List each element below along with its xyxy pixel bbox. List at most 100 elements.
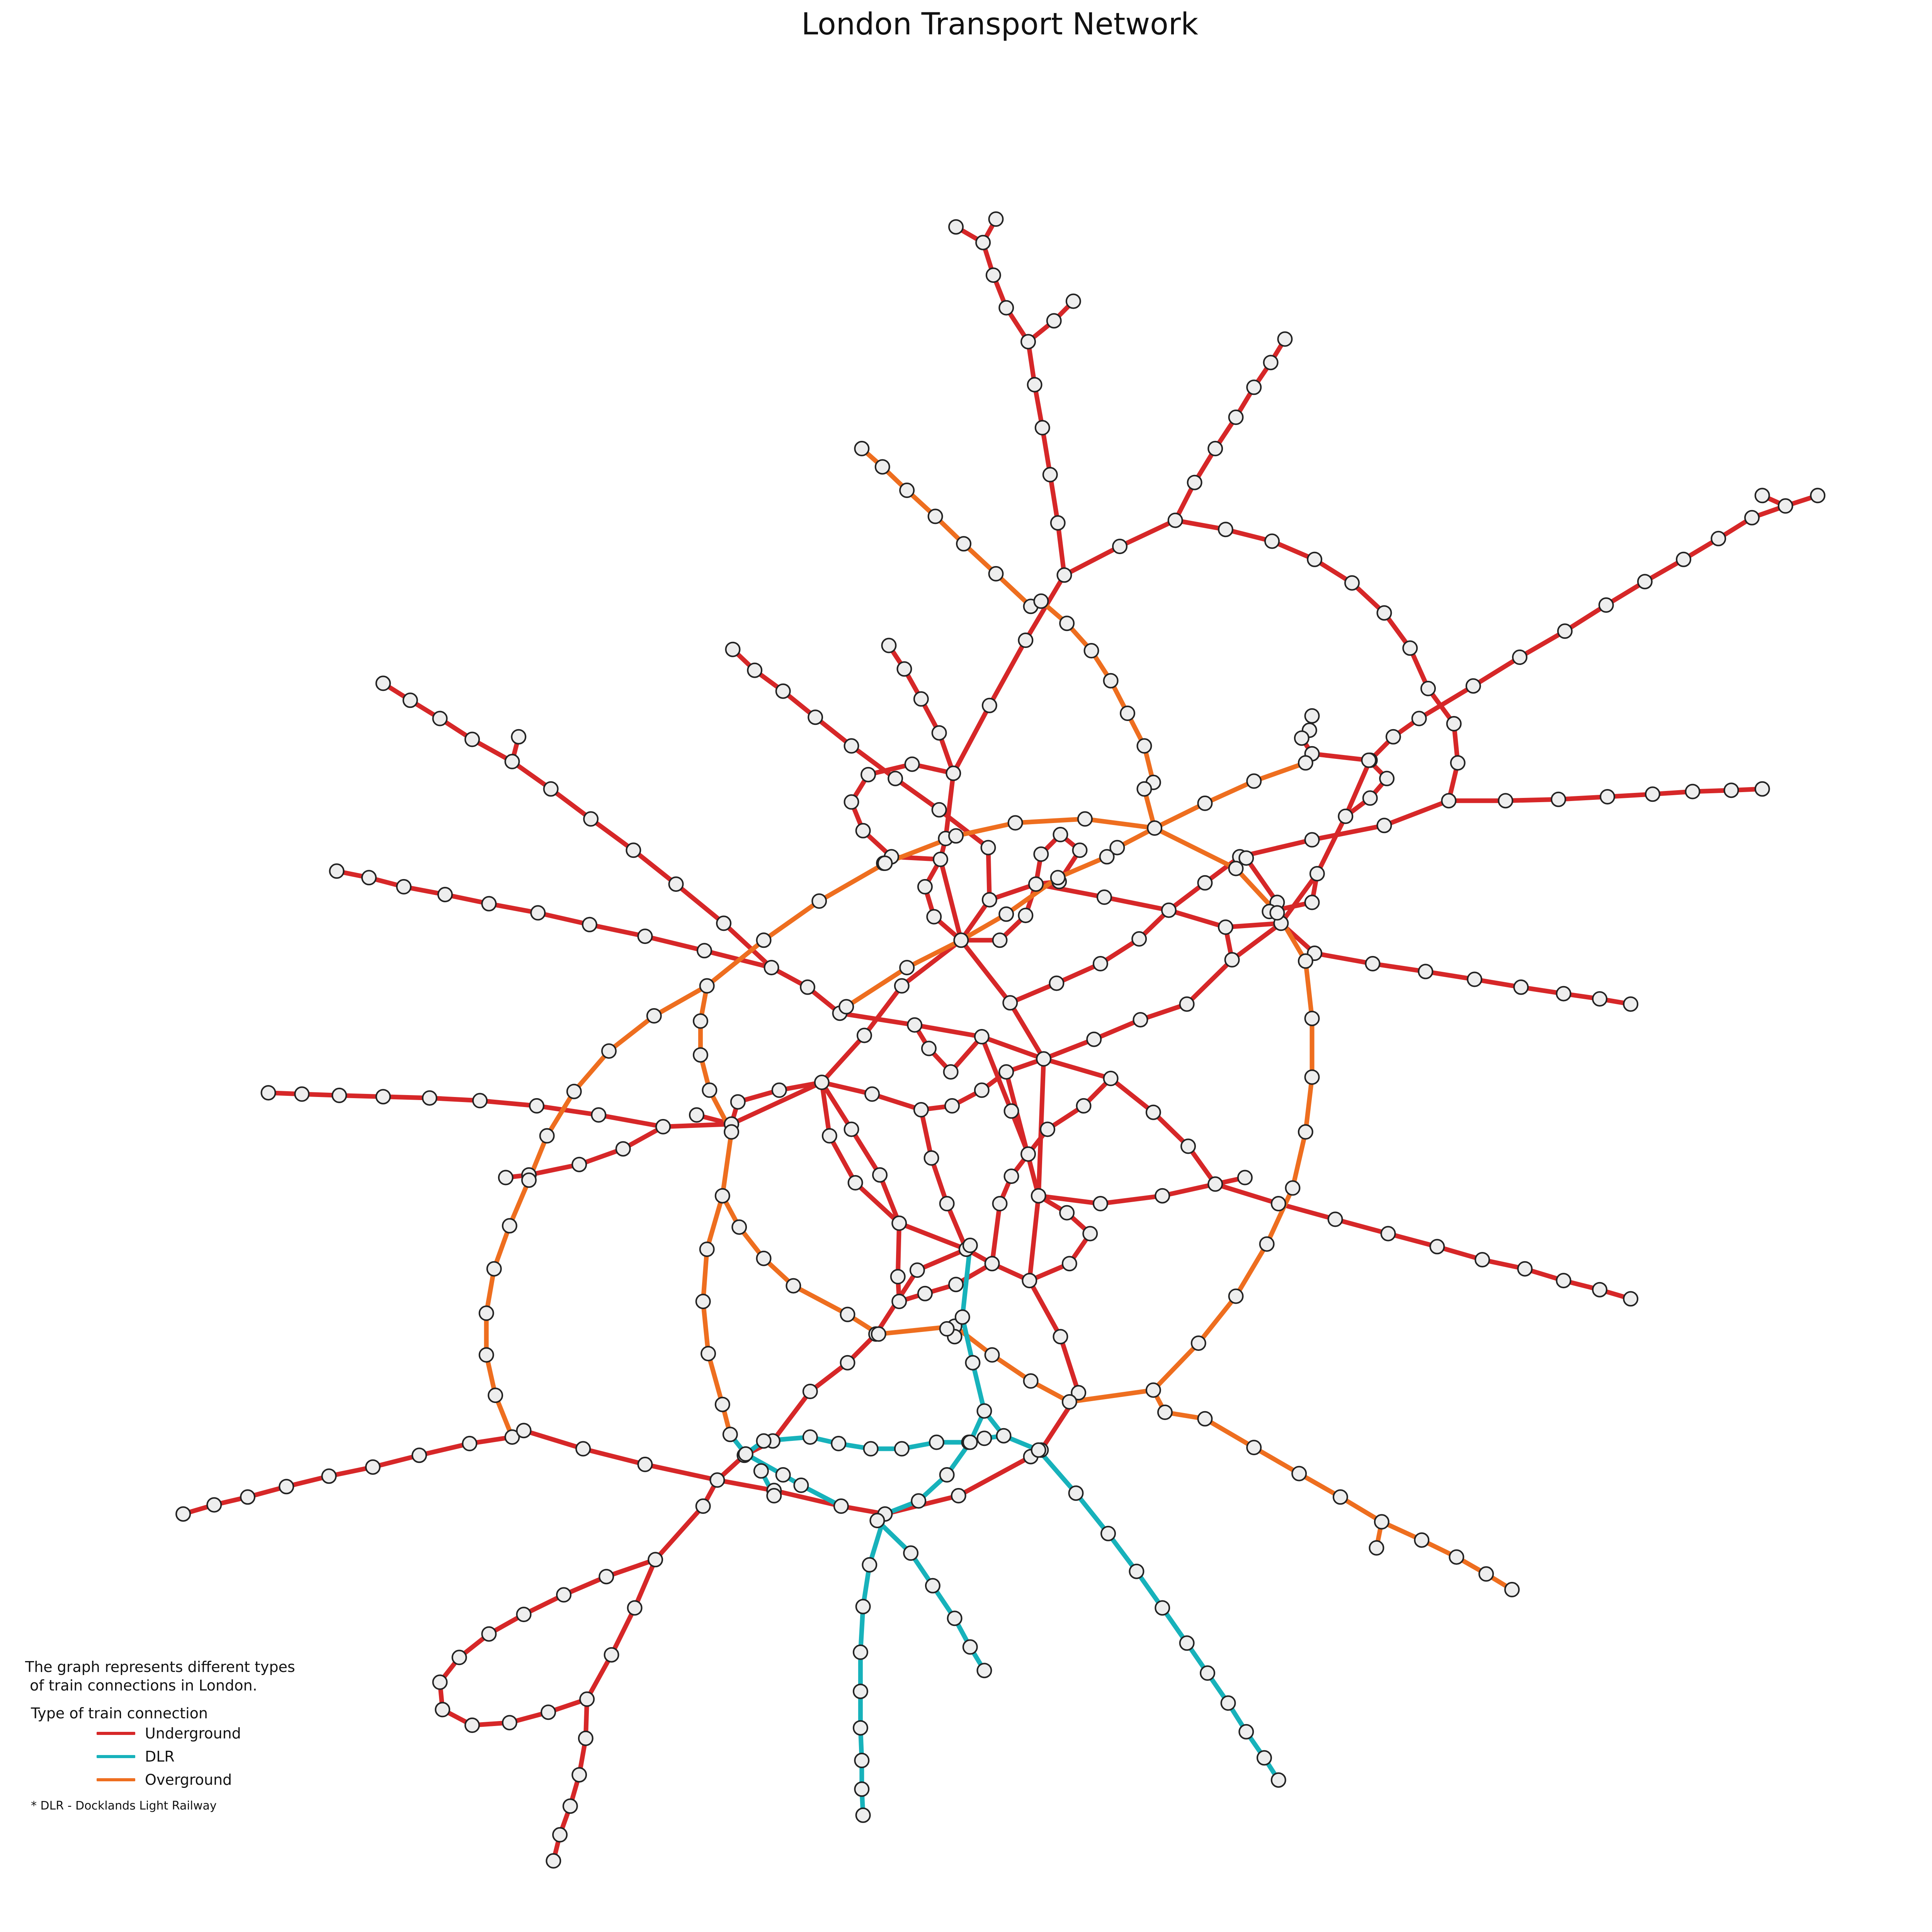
station-node bbox=[855, 1807, 871, 1823]
station-node bbox=[775, 1467, 791, 1483]
station-node bbox=[1307, 551, 1323, 567]
station-node bbox=[838, 999, 854, 1015]
station-node bbox=[947, 1611, 963, 1626]
station-node bbox=[1049, 975, 1065, 991]
station-node bbox=[365, 1459, 381, 1475]
station-node bbox=[872, 1167, 888, 1183]
station-node bbox=[1208, 1176, 1223, 1192]
station-node bbox=[1100, 1526, 1116, 1541]
station-node bbox=[913, 691, 929, 707]
station-node bbox=[462, 1435, 478, 1451]
station-node bbox=[396, 879, 412, 895]
legend-note: * DLR - Docklands Light Railway bbox=[31, 1799, 217, 1813]
station-node bbox=[1218, 919, 1233, 935]
station-node bbox=[1228, 409, 1244, 425]
station-node bbox=[939, 1467, 955, 1483]
station-node bbox=[701, 1346, 716, 1362]
station-node bbox=[974, 1029, 990, 1044]
station-node bbox=[1478, 1566, 1494, 1582]
station-node bbox=[1744, 510, 1760, 526]
station-node bbox=[844, 738, 859, 754]
station-node bbox=[627, 1600, 643, 1616]
underground-edge bbox=[912, 1022, 984, 1075]
station-node bbox=[1224, 952, 1240, 968]
station-node bbox=[921, 1041, 937, 1056]
station-node bbox=[1685, 784, 1701, 799]
station-node bbox=[1402, 640, 1418, 656]
station-node bbox=[833, 1498, 849, 1514]
station-node bbox=[1033, 593, 1049, 609]
station-node bbox=[855, 823, 871, 838]
legend-swatch-overground bbox=[97, 1778, 135, 1781]
station-node bbox=[984, 1347, 1000, 1363]
station-node bbox=[800, 979, 815, 995]
station-node bbox=[599, 1569, 614, 1585]
legend-entry-underground: Underground bbox=[25, 1722, 373, 1745]
station-node bbox=[1723, 782, 1739, 798]
station-node bbox=[1136, 781, 1152, 797]
station-node bbox=[1145, 1104, 1161, 1120]
station-node bbox=[894, 1441, 910, 1457]
station-node bbox=[1145, 1382, 1161, 1398]
station-node bbox=[932, 852, 948, 867]
station-node bbox=[1082, 1226, 1098, 1242]
station-node bbox=[1298, 953, 1313, 969]
station-node bbox=[541, 1704, 556, 1720]
station-node bbox=[929, 1434, 944, 1450]
station-node bbox=[996, 1428, 1012, 1444]
station-node bbox=[874, 459, 890, 475]
station-node bbox=[1061, 1394, 1077, 1410]
station-node bbox=[1197, 795, 1213, 811]
station-node bbox=[962, 1639, 978, 1655]
station-node bbox=[1263, 355, 1279, 371]
station-node bbox=[1197, 1411, 1213, 1427]
station-node bbox=[1179, 996, 1195, 1012]
station-node bbox=[738, 1446, 753, 1462]
station-node bbox=[913, 1102, 929, 1117]
station-node bbox=[903, 1545, 919, 1561]
station-node bbox=[1099, 849, 1115, 865]
station-node bbox=[1034, 420, 1050, 435]
station-node bbox=[206, 1497, 222, 1513]
station-node bbox=[1155, 1600, 1170, 1616]
station-node bbox=[604, 1647, 619, 1663]
station-node bbox=[692, 1013, 708, 1029]
station-node bbox=[764, 960, 779, 976]
legend-swatch-underground bbox=[97, 1732, 135, 1735]
station-node bbox=[802, 1384, 818, 1399]
station-node bbox=[1465, 678, 1481, 694]
stations bbox=[175, 211, 1826, 1869]
station-node bbox=[1131, 931, 1147, 947]
station-node bbox=[516, 1607, 532, 1622]
station-node bbox=[899, 960, 915, 976]
station-node bbox=[488, 1388, 503, 1403]
station-node bbox=[1294, 730, 1310, 746]
station-node bbox=[1598, 597, 1614, 613]
station-node bbox=[1344, 575, 1360, 591]
station-node bbox=[699, 1242, 715, 1257]
station-node bbox=[1309, 866, 1325, 882]
station-node bbox=[1007, 815, 1023, 831]
station-node bbox=[1414, 1532, 1430, 1548]
station-node bbox=[1083, 643, 1099, 658]
station-node bbox=[756, 1250, 772, 1266]
station-node bbox=[948, 828, 964, 844]
station-node bbox=[831, 1435, 847, 1451]
station-node bbox=[1003, 1103, 1019, 1119]
station-node bbox=[432, 711, 448, 726]
station-node bbox=[637, 1456, 653, 1472]
station-node bbox=[1033, 846, 1049, 862]
station-node bbox=[917, 1286, 933, 1301]
station-node bbox=[1291, 1466, 1307, 1481]
station-node bbox=[953, 932, 969, 948]
station-node bbox=[502, 1715, 517, 1731]
station-node bbox=[861, 767, 876, 782]
station-node bbox=[601, 1043, 617, 1059]
station-node bbox=[1556, 986, 1571, 1002]
station-node bbox=[175, 1506, 191, 1522]
station-node bbox=[375, 1089, 391, 1105]
station-node bbox=[1592, 1282, 1607, 1298]
station-node bbox=[1028, 876, 1044, 892]
station-node bbox=[575, 1441, 591, 1457]
station-node bbox=[1061, 1256, 1077, 1272]
